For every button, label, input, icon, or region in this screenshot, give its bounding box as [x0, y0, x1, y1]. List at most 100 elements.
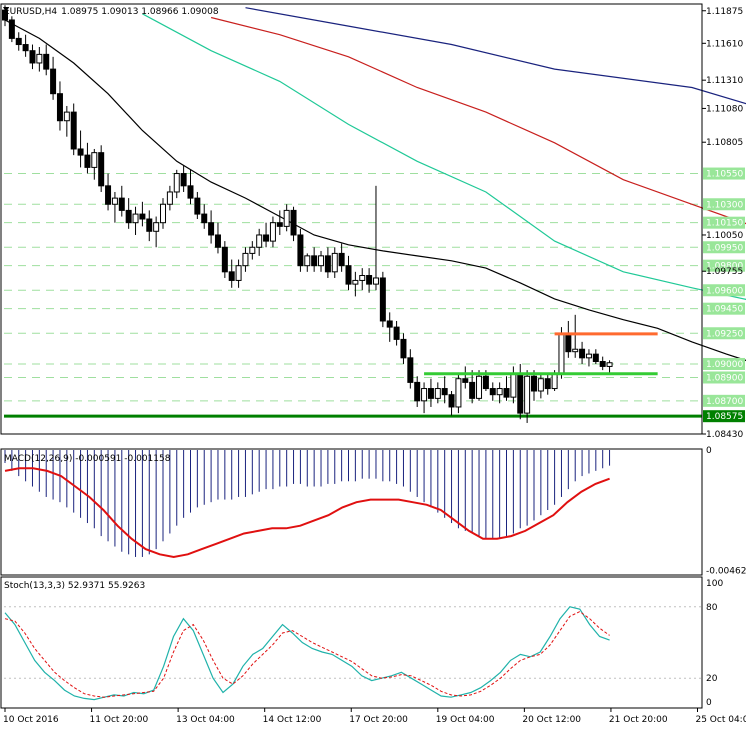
candle	[91, 148, 98, 180]
candle	[214, 222, 221, 254]
candle	[242, 247, 249, 272]
level-label: 1.09450	[706, 305, 743, 315]
time-axis: 10 Oct 2016 11 Oct 20:00 13 Oct 04:00 14 Oc…	[3, 708, 746, 725]
candle	[400, 333, 407, 364]
candle	[517, 363, 524, 420]
price-tick-label: 1.10050	[706, 231, 743, 241]
candle	[537, 373, 544, 399]
candle	[407, 349, 414, 389]
candle	[166, 185, 173, 211]
candle	[393, 320, 400, 346]
panel-frame	[0, 448, 703, 576]
horizontal-levels	[4, 173, 702, 418]
candle	[311, 247, 318, 272]
candle	[489, 382, 496, 401]
candle	[29, 44, 36, 70]
candle	[585, 349, 592, 367]
moving-average-line	[142, 13, 746, 300]
candle	[77, 130, 84, 168]
candle	[235, 259, 242, 288]
candle	[208, 210, 215, 244]
candle	[125, 198, 132, 229]
level-label: 1.10300	[706, 200, 743, 210]
level-label-bg	[703, 167, 745, 180]
candle	[324, 247, 331, 278]
candle	[338, 243, 345, 272]
level-label: 1.09800	[706, 262, 743, 272]
candle	[352, 271, 359, 297]
level-label: 1.09600	[706, 286, 743, 296]
level-label-bg	[703, 302, 745, 315]
stoch-tick-label: 80	[706, 603, 718, 613]
price-tick-label: 1.11875	[706, 7, 743, 17]
candle	[50, 56, 57, 100]
candle	[201, 204, 208, 229]
macd-panel: 0 -0.004622	[4, 446, 746, 577]
level-label-bg	[703, 394, 745, 407]
candle	[510, 366, 517, 404]
level-label: 1.10150	[706, 219, 743, 229]
candle	[441, 376, 448, 404]
level-label: 1.08900	[706, 373, 743, 383]
price-axis: 1.10550 1.10300 1.10150 1.09950 1.09800 1.096…	[702, 7, 745, 440]
candle	[146, 210, 153, 242]
candle	[386, 312, 393, 342]
panel-frames	[0, 3, 703, 709]
candle	[434, 382, 441, 404]
price-tick-label: 1.11080	[706, 104, 743, 114]
price-tick-label: 1.11610	[706, 39, 743, 49]
candle	[359, 268, 366, 291]
candle	[43, 44, 50, 76]
candle	[503, 376, 510, 401]
time-tick-label: 25 Oct 04:00	[695, 715, 746, 725]
candle	[579, 341, 586, 364]
candle	[379, 271, 386, 328]
price-tick-label: 1.08430	[706, 430, 743, 440]
price-tick-label: 1.11310	[706, 76, 743, 86]
candle	[228, 259, 235, 288]
panel-frame	[0, 3, 703, 435]
stoch-title: Stoch(13,3,3) 52.9371 55.9263	[4, 581, 145, 591]
candle	[180, 164, 187, 192]
candle	[414, 376, 421, 407]
candle	[331, 247, 338, 278]
stoch-main-line	[4, 606, 610, 701]
level-label: 1.08575	[706, 412, 743, 422]
macd-tick-label: -0.004622	[706, 567, 746, 577]
level-label: 1.08700	[706, 397, 743, 407]
stoch-panel: 100 80 20 0	[4, 579, 723, 708]
candle	[606, 360, 613, 374]
level-label-bg	[703, 410, 745, 423]
candle	[345, 255, 352, 291]
candle	[599, 356, 606, 371]
moving-average-line	[245, 7, 746, 105]
candle	[132, 206, 139, 235]
level-label: 1.09000	[706, 360, 743, 370]
candle	[469, 370, 476, 404]
candle	[36, 47, 43, 72]
candle	[276, 210, 283, 235]
level-segments	[424, 332, 658, 376]
candle	[283, 204, 290, 232]
candle	[544, 373, 551, 395]
candle	[111, 191, 118, 223]
candle	[98, 145, 105, 192]
time-tick-label: 20 Oct 12:00	[522, 715, 581, 725]
candle	[372, 185, 379, 291]
stoch-tick-label: 20	[706, 674, 718, 684]
candle	[565, 320, 572, 358]
candle	[15, 32, 22, 51]
time-tick-label: 21 Oct 20:00	[609, 715, 668, 725]
candle	[187, 169, 194, 205]
level-label-bg	[703, 198, 745, 211]
time-tick-label: 17 Oct 20:00	[349, 715, 408, 725]
macd-title: MACD(12,26,9) -0.000591 -0.001158	[4, 454, 171, 464]
candle	[194, 191, 201, 219]
candle	[496, 382, 503, 404]
stoch-signal-line	[4, 611, 610, 698]
level-label-bg	[703, 371, 745, 384]
level-label: 1.09950	[706, 243, 743, 253]
time-tick-label: 10 Oct 2016	[3, 715, 59, 725]
moving-average-line	[4, 19, 746, 362]
time-tick-label: 13 Oct 04:00	[176, 715, 235, 725]
